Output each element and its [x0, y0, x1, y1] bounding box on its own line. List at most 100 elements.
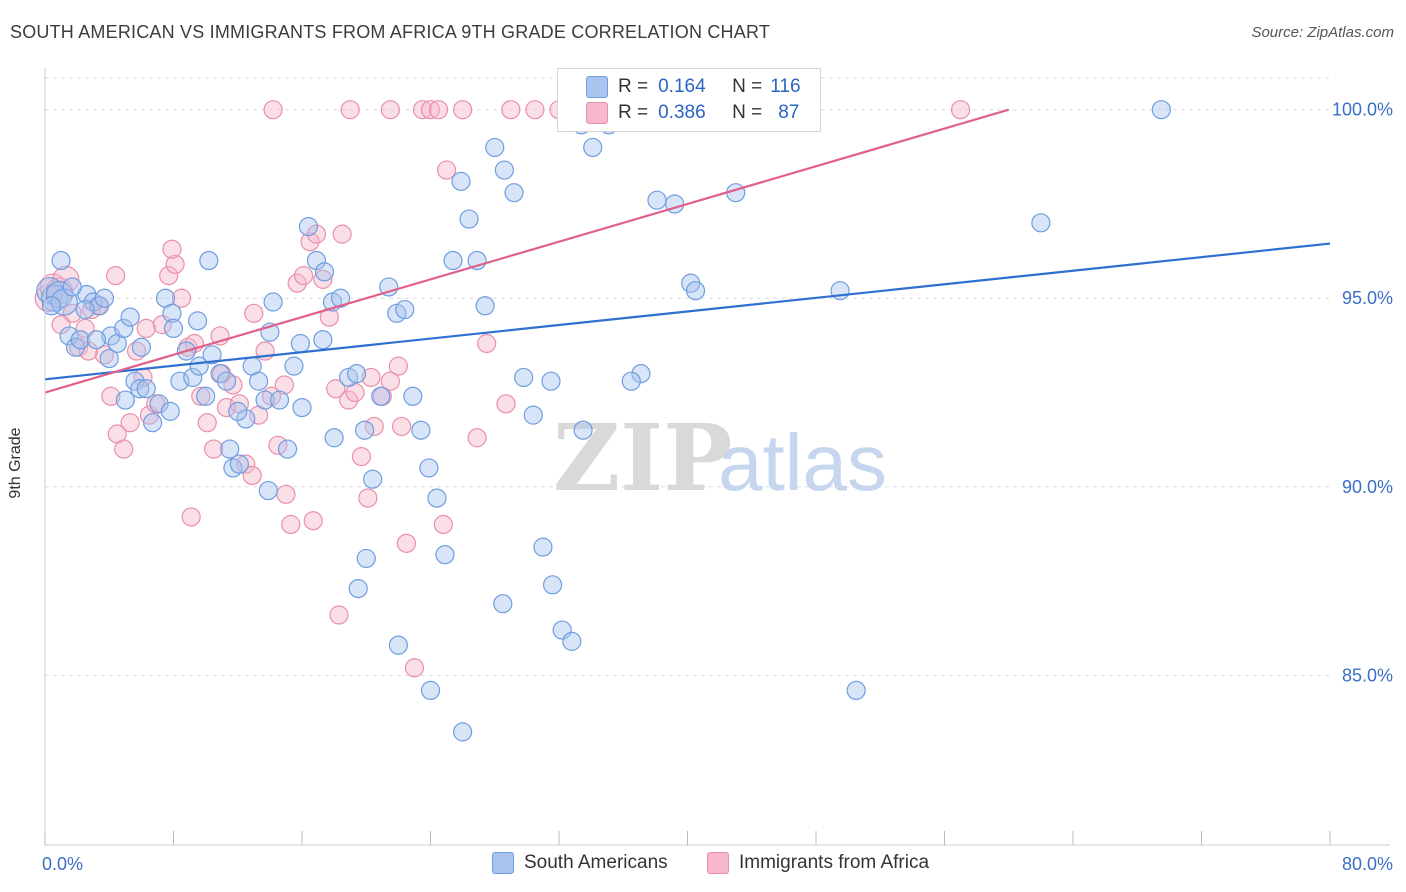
data-point-south-american: [220, 439, 240, 459]
data-point-immigrant-africa: [78, 341, 98, 361]
legend-swatch-pink: [586, 102, 608, 124]
data-point-south-american: [115, 390, 135, 410]
data-point-immigrant-africa: [162, 239, 182, 259]
data-point-south-american: [229, 454, 249, 474]
data-point-south-american: [388, 635, 408, 655]
data-point-immigrant-africa: [380, 371, 400, 391]
data-point-immigrant-africa: [396, 533, 417, 553]
legend-item-immigrants-africa[interactable]: Immigrants from Africa: [707, 852, 929, 874]
data-point-south-american: [494, 160, 514, 180]
data-point-south-american: [298, 217, 319, 237]
data-point-south-american: [573, 420, 593, 440]
data-point-south-american: [284, 356, 304, 376]
data-point-immigrant-africa: [477, 333, 497, 354]
data-point-south-american: [631, 364, 651, 384]
data-point-south-american: [236, 409, 256, 429]
data-point-south-american: [228, 401, 248, 421]
data-point-south-american: [533, 537, 553, 557]
data-point-south-american: [1031, 213, 1051, 233]
data-point-immigrant-africa: [181, 507, 201, 527]
data-point-south-american: [99, 348, 119, 369]
axes: [44, 68, 1390, 846]
source-credit: Source: ZipAtlas.com: [1251, 24, 1394, 41]
data-point-south-american: [504, 183, 524, 203]
y-tick-label: 90.0%: [1342, 477, 1393, 497]
data-point-immigrant-africa: [171, 288, 192, 308]
data-point-south-american: [269, 390, 290, 410]
data-point-south-american: [263, 292, 283, 312]
legend-item-south-americans[interactable]: South Americans: [492, 852, 668, 874]
data-point-south-american: [493, 594, 513, 614]
data-point-south-american: [162, 303, 182, 323]
data-point-immigrant-africa: [950, 100, 971, 120]
data-point-south-american: [459, 209, 479, 229]
series-legend: South Americans Immigrants from Africa: [0, 852, 1406, 878]
data-point-immigrant-africa: [281, 514, 301, 535]
data-point-south-american: [149, 394, 169, 414]
data-point-immigrant-africa: [51, 315, 71, 335]
n-value: 116: [770, 76, 801, 97]
data-point-immigrant-africa: [340, 100, 360, 120]
data-point-south-american: [395, 299, 415, 320]
data-point-south-american: [313, 330, 333, 350]
data-point-south-american: [41, 296, 62, 316]
stats-row-immigrants-africa: R = 0.386 N = 87: [558, 100, 799, 126]
data-point-immigrant-africa: [274, 375, 294, 395]
data-point-south-american: [290, 333, 310, 354]
n-value: 87: [778, 102, 800, 123]
data-point-immigrant-africa: [391, 416, 412, 437]
data-point-immigrant-africa: [525, 100, 545, 120]
legend-swatch-blue: [586, 76, 608, 98]
data-point-south-american: [427, 488, 447, 508]
data-point-immigrant-africa: [106, 266, 126, 286]
x-tick-label: 80.0%: [1342, 854, 1393, 874]
data-point-immigrant-africa: [501, 100, 521, 120]
data-point-south-american: [120, 307, 140, 327]
legend-swatch-pink: [707, 852, 729, 874]
trend-line-south-americans: [44, 242, 1331, 381]
data-point-south-american: [130, 379, 150, 399]
r-value: 0.164: [658, 76, 706, 97]
data-point-south-american: [347, 364, 367, 384]
data-point-immigrant-africa: [242, 465, 262, 486]
data-point-south-american: [451, 171, 471, 191]
n-label: N =: [732, 76, 763, 97]
data-point-immigrant-africa: [204, 439, 224, 459]
legend-swatch-blue: [492, 852, 514, 874]
data-point-south-american: [541, 371, 561, 391]
data-point-immigrant-africa: [294, 266, 314, 286]
data-point-immigrant-africa: [191, 386, 211, 406]
data-point-immigrant-africa: [467, 428, 487, 448]
data-point-immigrant-africa: [428, 100, 449, 120]
data-point-south-american: [583, 137, 603, 158]
x-tick-label: 0.0%: [42, 854, 83, 874]
tick-labels: 85.0% 90.0% 95.0% 100.0% 0.0% 80.0%: [42, 100, 1393, 874]
data-point-south-american: [542, 575, 563, 595]
data-point-south-american: [131, 337, 151, 357]
data-point-south-american: [114, 318, 134, 339]
stats-row-south-americans: R = 0.164 N = 116: [558, 74, 801, 100]
data-point-south-american: [187, 311, 208, 331]
data-point-immigrant-africa: [338, 390, 359, 410]
data-point-immigrant-africa: [287, 273, 307, 293]
data-point-immigrant-africa: [358, 488, 378, 508]
data-point-south-american: [45, 280, 74, 309]
data-point-immigrant-africa: [313, 269, 333, 289]
y-tick-label: 85.0%: [1342, 665, 1393, 685]
gridlines: [45, 77, 1330, 676]
data-point-south-american: [485, 137, 505, 158]
data-point-south-american: [277, 439, 298, 459]
legend-label: South Americans: [524, 852, 668, 873]
r-label: R =: [618, 76, 649, 97]
data-point-south-american: [306, 250, 327, 271]
data-point-south-american: [314, 262, 335, 282]
data-point-south-american: [143, 413, 163, 433]
data-point-south-american: [435, 545, 455, 565]
data-point-immigrant-africa: [436, 160, 457, 180]
data-point-immigrant-africa: [120, 413, 140, 433]
data-point-south-american: [523, 405, 543, 425]
data-point-south-american: [420, 680, 441, 701]
data-point-immigrant-africa: [329, 605, 349, 625]
data-point-immigrant-africa: [412, 100, 433, 120]
